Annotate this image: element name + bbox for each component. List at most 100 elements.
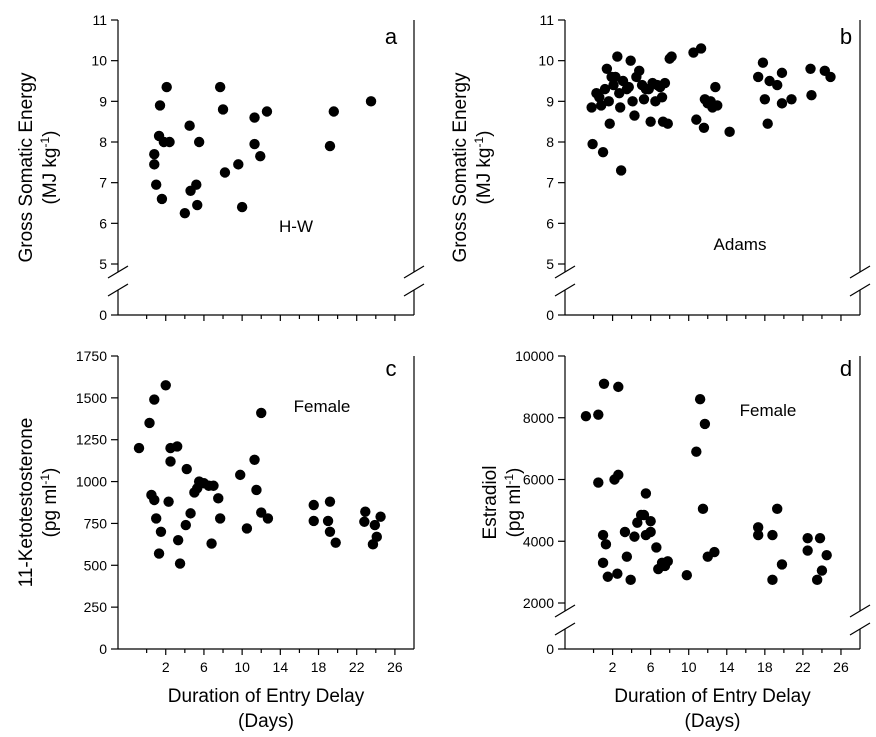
data-point	[261, 106, 273, 117]
data-point	[656, 92, 668, 103]
x-axis-unit-label: (Days)	[238, 711, 294, 732]
data-point	[330, 537, 341, 548]
data-point	[610, 71, 621, 83]
data-point	[597, 557, 609, 569]
data-point	[161, 81, 172, 93]
x-tick-label: 26	[833, 659, 849, 675]
data-point	[156, 193, 168, 205]
data-point	[217, 104, 229, 115]
data-point	[375, 511, 386, 522]
data-point	[814, 532, 826, 544]
data-point	[369, 519, 381, 531]
data-point	[724, 126, 735, 138]
y-tick-label: 5	[546, 256, 554, 272]
x-tick-label: 2	[609, 659, 617, 675]
data-point	[629, 531, 640, 542]
y-tick-label: 8	[99, 134, 107, 150]
data-point	[625, 55, 636, 66]
y-axis-unit-label: (MJ kg-1)	[38, 131, 61, 205]
data-point	[328, 106, 339, 117]
data-point	[165, 456, 176, 467]
data-point	[236, 201, 248, 213]
data-point	[163, 496, 174, 507]
data-point	[662, 556, 673, 567]
data-point	[613, 469, 624, 481]
data-point	[614, 102, 626, 113]
y-axis-label: Gross Somatic Energy	[450, 72, 471, 263]
y-tick-label: 2000	[523, 595, 554, 611]
data-point	[256, 407, 267, 419]
y-tick-label: 1500	[76, 390, 107, 406]
data-point	[681, 570, 693, 581]
data-point	[360, 506, 371, 517]
data-point	[308, 499, 319, 511]
data-point	[322, 515, 334, 527]
data-point	[154, 100, 166, 111]
y-break-mark	[554, 604, 576, 618]
data-point	[802, 532, 813, 544]
data-point	[816, 565, 828, 576]
data-point	[180, 519, 191, 531]
x-tick-label: 6	[200, 659, 208, 675]
data-point	[603, 96, 614, 107]
data-point	[806, 90, 817, 101]
data-point	[772, 503, 783, 515]
right-break-mark	[849, 265, 871, 279]
data-point	[150, 179, 162, 190]
y-tick-label: 1250	[76, 432, 107, 448]
y-tick-label: 11	[92, 12, 107, 28]
data-point	[214, 513, 226, 524]
x-tick-label: 10	[681, 659, 697, 675]
panel-letter: d	[840, 356, 852, 381]
y-tick-label: 10	[91, 53, 107, 69]
x-tick-label: 14	[719, 659, 735, 675]
data-point	[324, 140, 336, 152]
y-tick-label: 750	[84, 515, 108, 531]
data-point	[365, 96, 377, 107]
data-point	[597, 529, 609, 541]
x-tick-label: 22	[795, 659, 811, 675]
y-tick-label: 5	[99, 256, 107, 272]
data-point	[772, 79, 783, 91]
y-axis-label: Gross Somatic Energy	[16, 72, 37, 263]
data-point	[208, 480, 219, 491]
data-point	[181, 463, 192, 475]
panel-annotation: H-W	[279, 217, 313, 236]
data-point	[133, 442, 145, 454]
y-break-mark	[107, 283, 129, 297]
y-break-mark	[554, 265, 576, 279]
data-point	[172, 441, 183, 452]
data-point	[193, 136, 205, 148]
data-point	[214, 81, 226, 93]
data-point	[651, 542, 662, 553]
x-axis-label: Duration of Entry Delay	[614, 686, 811, 707]
data-point	[613, 381, 624, 393]
x-tick-label: 2	[162, 659, 170, 675]
data-point	[638, 509, 650, 521]
y-tick-label: 9	[99, 93, 107, 109]
data-point	[172, 534, 184, 546]
right-break-mark	[849, 283, 871, 297]
data-point	[249, 112, 260, 123]
data-point	[233, 159, 244, 170]
data-point	[164, 136, 175, 148]
data-point	[776, 67, 788, 79]
data-point	[645, 116, 656, 127]
data-point	[608, 79, 619, 91]
y-tick-label: 0	[99, 641, 107, 657]
data-point	[666, 51, 677, 62]
data-point	[659, 77, 671, 89]
y-axis-unit-label: (MJ kg-1)	[472, 131, 495, 205]
x-tick-label: 22	[349, 659, 365, 675]
x-tick-label: 6	[647, 659, 655, 675]
y-axis-unit-label: (pg ml-1)	[502, 468, 525, 538]
data-point	[640, 488, 652, 499]
data-point	[619, 526, 631, 538]
y-tick-label: 0	[99, 307, 107, 323]
data-point	[597, 146, 609, 158]
data-point	[645, 515, 656, 527]
data-point	[752, 71, 764, 83]
data-point	[645, 526, 656, 538]
data-point	[699, 418, 711, 430]
